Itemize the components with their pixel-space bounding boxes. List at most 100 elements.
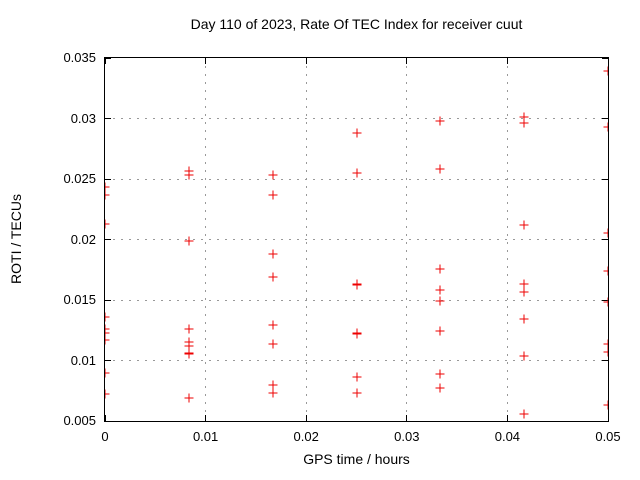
data-point-marker [105, 190, 110, 200]
data-point-marker [268, 170, 278, 180]
plot-area [104, 57, 609, 422]
x-tick-mark-top [506, 58, 508, 64]
data-point-marker [435, 116, 445, 126]
x-tick-label: 0.04 [494, 429, 521, 444]
y-tick-mark-right [602, 420, 608, 421]
data-point-marker [352, 329, 361, 339]
y-tick-mark [105, 178, 111, 180]
v-gridline [305, 58, 307, 421]
x-tick-mark-top [406, 58, 408, 64]
data-point-marker [435, 164, 445, 174]
x-tick-mark-top [105, 58, 106, 64]
y-tick-mark [105, 118, 111, 119]
data-point-marker [519, 279, 529, 289]
data-point-marker [603, 347, 608, 357]
data-point-marker [268, 190, 278, 200]
x-tick-mark [205, 415, 207, 421]
data-point-marker [352, 372, 361, 382]
x-tick-mark [406, 415, 408, 421]
data-point-marker [184, 324, 194, 334]
data-point-marker [435, 285, 445, 295]
data-point-marker [603, 122, 608, 132]
y-tick-label: 0.03 [70, 110, 96, 126]
y-tick-mark [105, 239, 111, 240]
data-point-marker [105, 182, 110, 192]
data-point-marker [184, 236, 194, 246]
y-tick-mark [105, 58, 111, 59]
y-tick-mark-right [602, 239, 608, 240]
data-point-marker [184, 393, 194, 403]
x-tick-mark [607, 415, 608, 421]
y-tick-mark-right [602, 118, 608, 119]
v-gridline [506, 58, 508, 421]
v-gridline [205, 58, 207, 421]
data-point-marker [184, 166, 194, 176]
y-tick-label: 0.025 [63, 171, 96, 186]
data-point-marker [184, 341, 194, 351]
x-tick-mark-top [305, 58, 307, 64]
x-tick-mark [506, 415, 508, 421]
y-tick-mark-right [602, 360, 608, 361]
data-point-marker [519, 409, 529, 419]
v-gridline [406, 58, 408, 421]
x-tick-label: 0.02 [293, 429, 319, 444]
data-point-marker [268, 272, 278, 282]
data-point-marker [268, 339, 278, 349]
data-point-marker [603, 400, 608, 410]
y-tick-label: 0.015 [63, 292, 96, 307]
chart-title: Day 110 of 2023, Rate Of TEC Index for r… [190, 16, 523, 32]
x-tick-label: 0 [101, 429, 109, 444]
data-point-marker [603, 228, 608, 238]
data-point-marker [519, 220, 529, 230]
x-tick-label: 0.01 [192, 429, 219, 444]
data-point-marker [519, 351, 529, 361]
data-point-marker [435, 264, 445, 274]
y-tick-label: 0.035 [63, 50, 96, 65]
data-point-marker [352, 168, 361, 178]
data-point-marker [268, 320, 278, 330]
data-point-marker [105, 312, 110, 322]
data-point-marker [603, 66, 608, 76]
x-tick-label: 0.05 [595, 429, 621, 444]
y-tick-label: 0.02 [70, 231, 96, 247]
data-point-marker [105, 368, 110, 378]
y-tick-mark [105, 420, 111, 421]
data-point-marker [352, 128, 361, 138]
x-tick-mark [305, 415, 307, 421]
y-tick-mark [105, 299, 111, 301]
data-point-marker [603, 339, 608, 349]
data-point-marker [519, 118, 529, 128]
data-point-marker [435, 296, 445, 306]
data-point-marker [184, 170, 194, 180]
x-tick-mark-top [607, 58, 608, 64]
data-point-marker [603, 266, 608, 276]
data-point-marker [352, 388, 361, 398]
data-point-marker [435, 326, 445, 336]
data-point-marker [603, 297, 608, 307]
y-tick-mark-right [602, 299, 608, 301]
data-point-marker [519, 287, 529, 297]
y-tick-mark-right [602, 178, 608, 180]
h-gridline [105, 118, 608, 119]
data-point-marker [519, 314, 529, 324]
data-point-marker [268, 249, 278, 259]
data-point-marker [105, 219, 110, 229]
y-axis-label: ROTI / TECUs [8, 194, 24, 284]
h-gridline [105, 299, 608, 301]
data-point-marker [268, 388, 278, 398]
data-point-marker [519, 112, 529, 122]
y-tick-label: 0.005 [63, 413, 96, 428]
data-point-marker [105, 335, 110, 345]
x-tick-mark-top [205, 58, 207, 64]
y-tick-mark [105, 360, 111, 361]
h-gridline [105, 239, 608, 240]
x-axis-label: GPS time / hours [303, 451, 410, 467]
h-gridline [105, 178, 608, 180]
data-point-marker [105, 389, 110, 399]
x-tick-mark [105, 415, 106, 421]
data-point-marker [105, 328, 110, 338]
data-point-marker [435, 383, 445, 393]
y-tick-mark-right [602, 58, 608, 59]
data-point-marker [268, 380, 278, 390]
